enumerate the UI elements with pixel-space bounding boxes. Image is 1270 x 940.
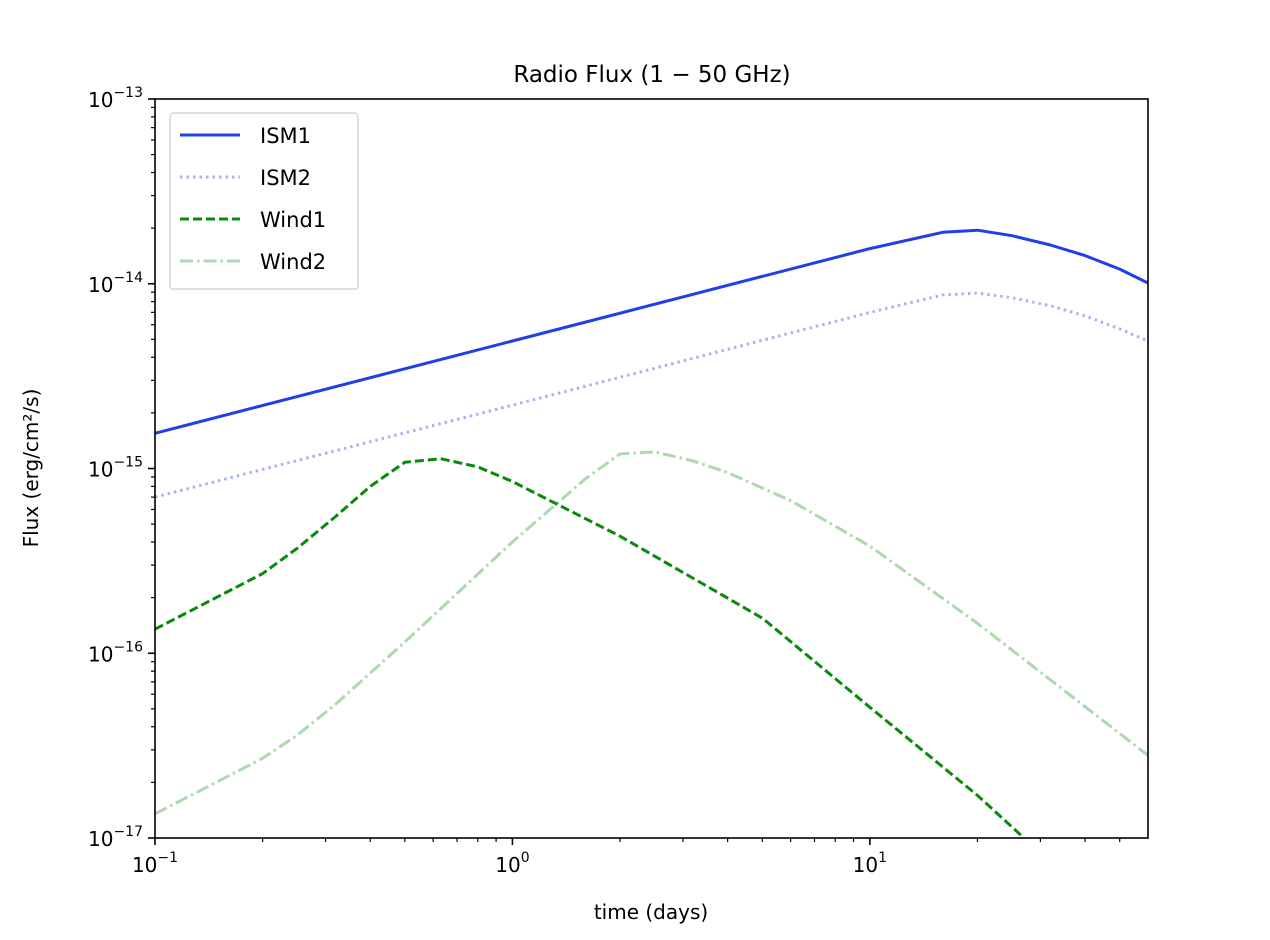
y-tick-label: 10−16 <box>88 639 143 666</box>
legend-label-wind1: Wind1 <box>260 208 326 232</box>
y-axis-label: Flux (erg/cm²/s) <box>19 389 43 548</box>
chart-title: Radio Flux (1 − 50 GHz) <box>513 62 790 88</box>
ticks-layer: 10−1 100 101 10−17 10−16 10−15 10−14 10−13 <box>88 85 1121 877</box>
y-tick-label: 10−13 <box>88 85 143 112</box>
series-layer <box>155 228 1148 838</box>
y-tick-label: 10−15 <box>88 455 143 482</box>
series-line-ism1 <box>155 228 1148 435</box>
y-tick-label: 10−17 <box>88 824 143 851</box>
legend-frame <box>169 112 359 290</box>
x-tick-label: 100 <box>495 850 529 877</box>
legend: ISM1 ISM2 Wind1 Wind2 <box>169 112 359 290</box>
x-axis-label: time (days) <box>594 900 708 924</box>
x-tick-label: 101 <box>853 850 887 877</box>
series-line-wind1 <box>155 457 1026 838</box>
series-line-wind2 <box>155 450 1148 816</box>
legend-label-ism2: ISM2 <box>260 166 311 190</box>
x-tick-label: 10−1 <box>132 850 178 877</box>
legend-label-ism1: ISM1 <box>260 124 311 148</box>
series-line-ism2 <box>155 291 1148 499</box>
y-tick-label: 10−14 <box>88 270 143 297</box>
legend-label-wind2: Wind2 <box>260 250 326 274</box>
